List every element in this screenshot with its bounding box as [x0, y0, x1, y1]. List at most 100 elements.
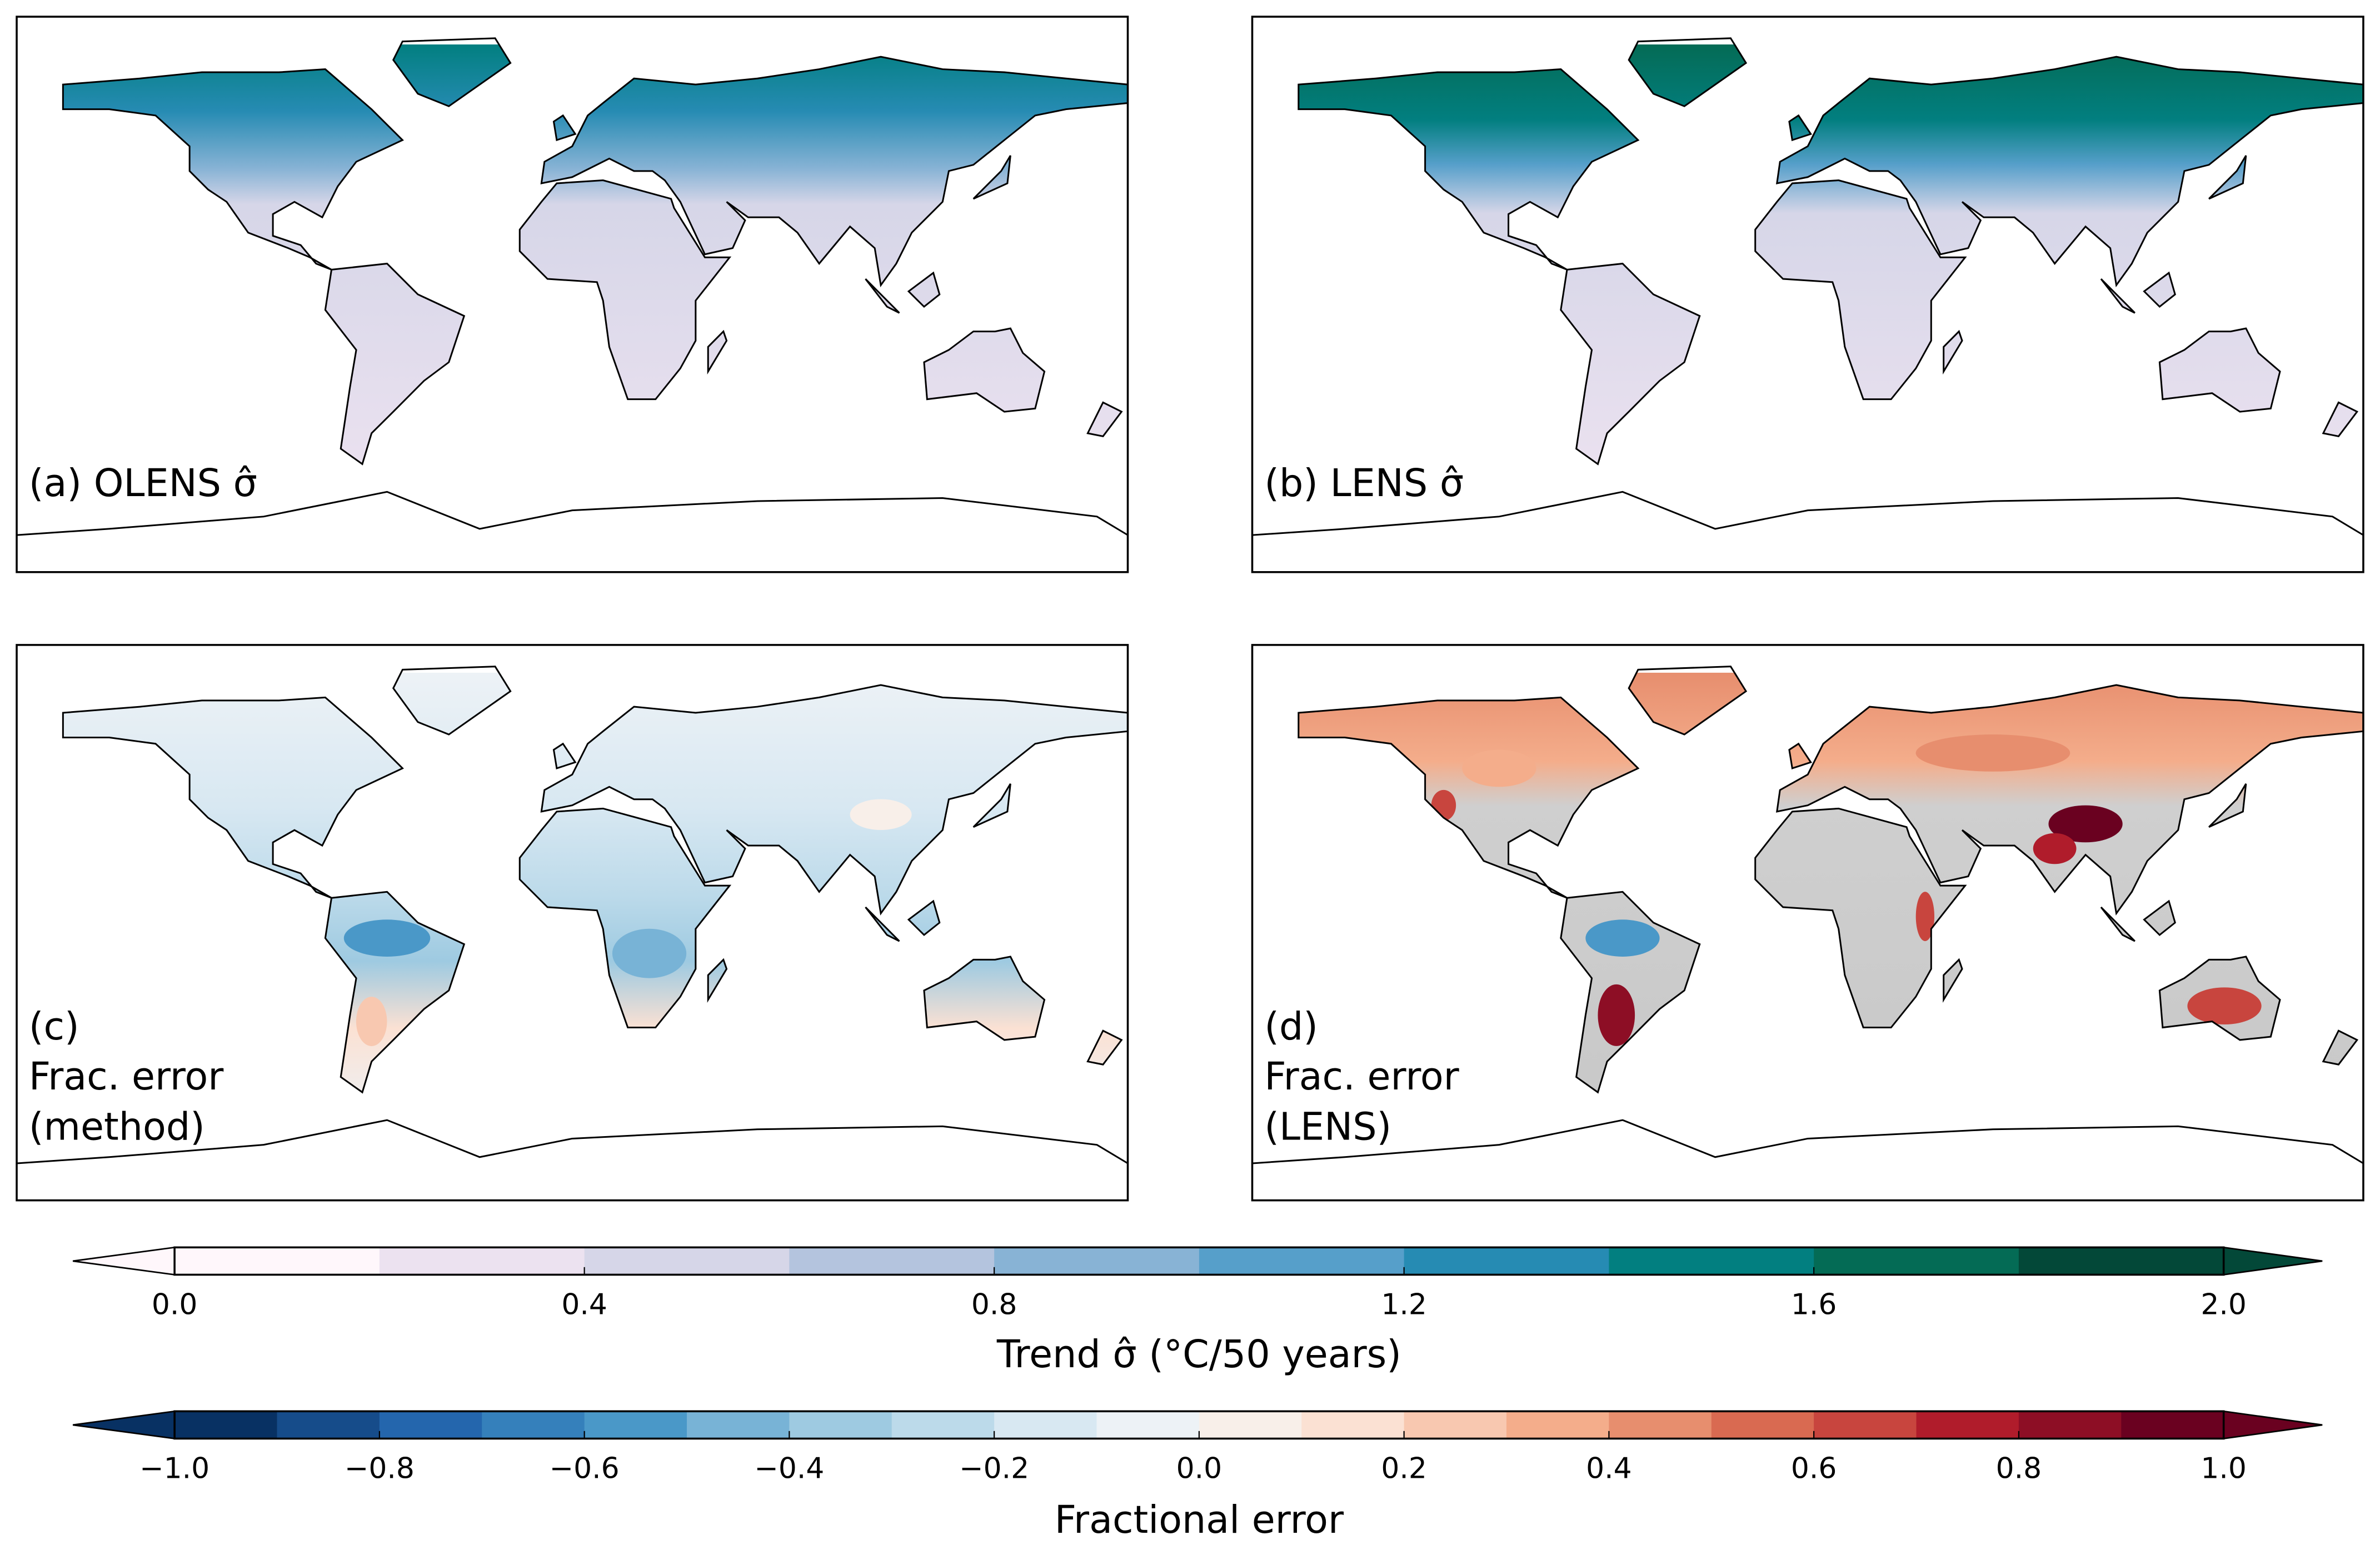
coastline-madagascar	[707, 329, 728, 375]
colorbar-tick-label: −1.0	[139, 1452, 209, 1485]
colorbar-bin	[1404, 1247, 1610, 1275]
colorbar-bin	[1404, 1411, 1508, 1439]
anomaly-patch	[1915, 734, 2070, 772]
panel-label: (LENS)	[1264, 1105, 1391, 1149]
coastline-africa	[518, 807, 732, 1029]
coastline-sumatra	[2100, 906, 2135, 942]
colorbar-tick-label: 0.2	[1381, 1452, 1427, 1485]
colorbar-bin	[994, 1411, 1097, 1439]
panel-label: (a) OLENS σ̂	[29, 462, 257, 506]
coastline-sumatra	[865, 906, 900, 942]
coastline-australia	[923, 956, 1046, 1041]
anomaly-patch	[343, 919, 431, 957]
panel-label: Frac. error	[29, 1055, 224, 1099]
coastline-uk	[1788, 114, 1813, 142]
colorbar-bin	[1916, 1411, 2020, 1439]
coastline-eurasia	[1775, 684, 2364, 916]
coastline-greenland	[392, 37, 512, 107]
coastline-africa	[1754, 179, 1967, 401]
coastline-north-america	[62, 696, 404, 899]
coastline-uk	[552, 742, 577, 769]
coastline-uk	[1788, 742, 1813, 769]
coastline-antarctica	[1252, 491, 2364, 536]
map-panel-a: (a) OLENS σ̂	[16, 16, 1129, 573]
colorbar-tick-label: 1.0	[2201, 1452, 2247, 1485]
coastline-australia	[923, 327, 1046, 413]
coastline-eurasia	[1775, 56, 2364, 288]
coastline-north-america	[62, 68, 404, 271]
colorbar-bin	[1199, 1411, 1303, 1439]
anomaly-patch	[1915, 892, 1935, 941]
panel-frame	[16, 644, 1129, 1202]
fractional-error-colorbar: −1.0 −0.8 −0.6 −0.4 −0.2 0.0 0.2 0.4 0.6 0.8 1.0	[72, 1410, 2323, 1485]
coastline-new-zealand	[1086, 1029, 1123, 1066]
colorbar-bin	[174, 1411, 278, 1439]
anomaly-patch	[2033, 833, 2077, 864]
colorbar-bin	[174, 1247, 381, 1275]
coastline-south-america	[324, 262, 466, 466]
coastline-madagascar	[1943, 329, 1963, 375]
colorbar-bin	[277, 1411, 381, 1439]
colorbar-tick-label: −0.6	[550, 1452, 620, 1485]
colorbar-tick-label: 0.0	[1176, 1452, 1223, 1485]
colorbar-bin	[687, 1411, 790, 1439]
fractional-error-colorbar-title: Fractional error	[1055, 1498, 1344, 1542]
map-panel-c: (c) Frac. error (method)	[16, 644, 1129, 1202]
coastline-eurasia	[540, 684, 1129, 916]
coastline-sumatra	[865, 278, 900, 314]
coastline-new-zealand	[1086, 401, 1123, 437]
colorbar-bin	[2121, 1411, 2225, 1439]
colorbar-frame	[173, 1246, 2225, 1276]
coastline-borneo	[2143, 271, 2176, 308]
colorbar-bin	[789, 1247, 995, 1275]
coastline-eurasia	[540, 56, 1129, 288]
colorbar-tick-label: 0.8	[1996, 1452, 2042, 1485]
coastline-new-zealand	[2322, 1029, 2359, 1066]
trend-colorbar-title: Trend σ̂ (°C/50 years)	[996, 1333, 1401, 1377]
colorbar-bin	[1814, 1411, 1917, 1439]
coastline-north-america	[1298, 696, 1640, 899]
anomaly-patch	[1598, 984, 1635, 1046]
coastline-japan	[2208, 155, 2247, 200]
colorbar-tick-label: 0.6	[1791, 1452, 1837, 1485]
anomaly-patch	[612, 928, 687, 978]
coastline-australia	[2158, 956, 2281, 1041]
trend-colorbar: 0.0 0.4 0.8 1.2 1.6 2.0	[72, 1246, 2323, 1321]
panel-label: (b) LENS σ̂	[1264, 462, 1464, 506]
panel-label: Frac. error	[1264, 1055, 1459, 1099]
colorbar-tick-label: 0.8	[971, 1288, 1017, 1321]
colorbar-bin	[2018, 1247, 2225, 1275]
colorbar-tick-label: 1.2	[1381, 1288, 1427, 1321]
coastline-sumatra	[2100, 278, 2135, 314]
coastline-madagascar	[1943, 958, 1963, 1003]
coastline-south-america	[324, 891, 466, 1094]
colorbar-tick-label: −0.4	[754, 1452, 824, 1485]
coastline-antarctica	[16, 1119, 1129, 1164]
colorbar-extend-min	[72, 1246, 176, 1276]
coastline-africa	[518, 179, 732, 401]
colorbar-tick-label: 0.4	[1586, 1452, 1632, 1485]
anomaly-patch	[356, 997, 387, 1047]
panel-frame	[16, 16, 1129, 573]
colorbar-bin	[891, 1411, 995, 1439]
anomaly-patch	[2187, 987, 2262, 1025]
coastline-australia	[2158, 327, 2281, 413]
colorbar-tick-label: 0.4	[561, 1288, 607, 1321]
coastline-madagascar	[707, 958, 728, 1003]
colorbar-tick-label: −0.8	[345, 1452, 415, 1485]
colorbar-bin	[2018, 1411, 2122, 1439]
coastline-japan	[972, 155, 1011, 200]
colorbar-bin	[482, 1411, 585, 1439]
coastline-borneo	[2143, 899, 2176, 936]
colorbar-bin	[1609, 1247, 1815, 1275]
map-panel-b: (b) LENS σ̂	[1251, 16, 2364, 573]
colorbar-bin	[789, 1411, 893, 1439]
coastline-north-america	[1298, 68, 1640, 271]
coastline-greenland	[1628, 666, 1748, 736]
anomaly-patch	[2048, 805, 2123, 843]
colorbar-bin	[1711, 1411, 1815, 1439]
coastline-greenland	[392, 666, 512, 736]
colorbar-bin	[1301, 1411, 1405, 1439]
panel-label: (method)	[29, 1105, 205, 1149]
